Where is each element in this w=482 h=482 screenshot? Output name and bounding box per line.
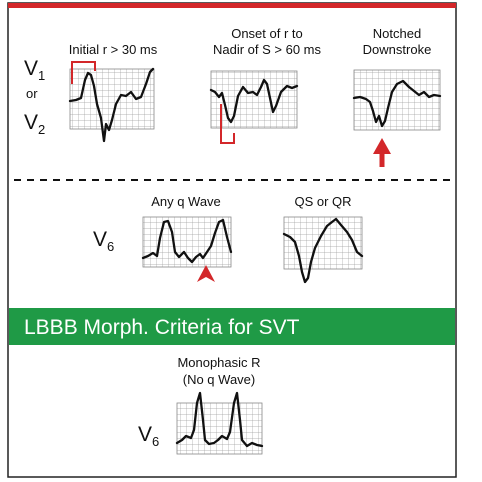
- notched-caption-line2: Downstroke: [363, 42, 432, 57]
- ecg-trace-any-q: [141, 218, 233, 264]
- ecg-grid-monophasic: [176, 402, 263, 455]
- lead-or-label: or: [26, 86, 38, 101]
- ecg-trace-monophasic: [175, 391, 264, 448]
- lead-v6-bottom-label: V6: [138, 423, 159, 449]
- notch-arrow-icon: [373, 138, 391, 167]
- lead-v6-top-label: V6: [93, 228, 114, 254]
- lead-v2-label: V2: [24, 111, 45, 137]
- ecg-grid-qs-qr: [283, 216, 363, 270]
- ecg-trace-onset: [209, 78, 299, 124]
- top-red-bar: [8, 3, 456, 8]
- q-wave-arrowhead-icon: [197, 265, 215, 282]
- ecg-trace-qs-qr: [282, 217, 364, 284]
- onset-bracket: [220, 104, 235, 144]
- ecg-trace-notched: [352, 79, 442, 128]
- lead-v1-label: V1: [24, 57, 45, 83]
- ecg-grid-any-q: [142, 216, 232, 268]
- banner-title: LBBB Morph. Criteria for SVT: [24, 316, 300, 339]
- monophasic-caption-line2: (No q Wave): [183, 372, 255, 387]
- monophasic-caption-line1: Monophasic R: [177, 355, 260, 370]
- onset-caption-line1: Onset of r to: [231, 26, 303, 41]
- initial-r-caption: Initial r > 30 ms: [69, 42, 158, 57]
- qs-qr-caption: QS or QR: [294, 194, 351, 209]
- initial-r-bracket: [71, 61, 96, 84]
- ecg-trace-initial-r: [68, 67, 155, 143]
- any-q-caption: Any q Wave: [151, 194, 221, 209]
- onset-caption-line2: Nadir of S > 60 ms: [213, 42, 322, 57]
- svt-criteria-banner: [9, 308, 455, 345]
- ecg-grid-onset: [210, 70, 298, 129]
- notched-caption-line1: Notched: [373, 26, 421, 41]
